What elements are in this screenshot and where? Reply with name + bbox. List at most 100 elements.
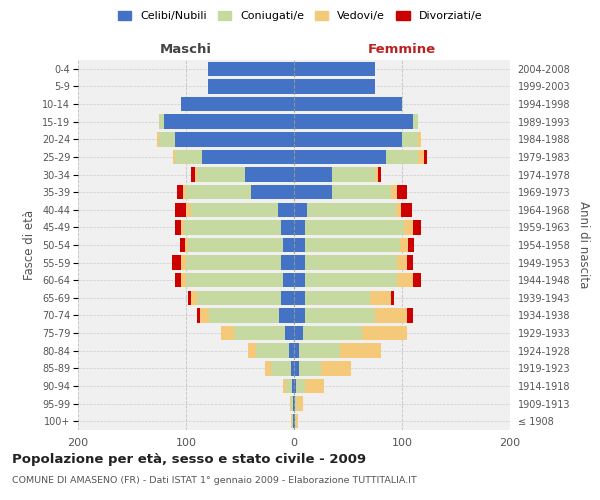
Bar xyxy=(289,344,294,358)
Bar xyxy=(256,344,294,358)
Bar xyxy=(294,114,418,129)
Bar xyxy=(251,185,294,200)
Bar xyxy=(294,62,375,76)
Bar xyxy=(294,220,305,234)
Bar xyxy=(208,79,294,94)
Bar xyxy=(293,414,294,428)
Bar xyxy=(208,62,294,76)
Bar xyxy=(294,396,297,411)
Bar xyxy=(286,378,294,393)
Bar xyxy=(292,378,294,393)
Bar xyxy=(294,256,413,270)
Bar xyxy=(294,326,302,340)
Bar xyxy=(294,185,332,200)
Y-axis label: Fasce di età: Fasce di età xyxy=(23,210,37,280)
Bar xyxy=(294,79,375,94)
Bar xyxy=(181,256,294,270)
Bar xyxy=(294,378,324,393)
Text: COMUNE DI AMASENO (FR) - Dati ISTAT 1° gennaio 2009 - Elaborazione TUTTITALIA.IT: COMUNE DI AMASENO (FR) - Dati ISTAT 1° g… xyxy=(12,476,417,485)
Bar xyxy=(294,344,299,358)
Bar xyxy=(294,202,307,217)
Bar xyxy=(173,150,294,164)
Bar xyxy=(294,150,418,164)
Bar xyxy=(159,132,294,146)
Bar xyxy=(294,378,324,393)
Bar xyxy=(291,361,294,376)
Bar xyxy=(281,256,294,270)
Bar xyxy=(181,220,294,234)
Bar xyxy=(294,344,382,358)
Bar xyxy=(188,238,294,252)
Bar xyxy=(202,150,294,164)
Bar xyxy=(294,396,295,411)
Bar xyxy=(283,238,294,252)
Bar xyxy=(294,114,413,129)
Bar xyxy=(294,220,404,234)
Bar xyxy=(283,273,294,287)
Bar xyxy=(294,256,397,270)
Bar xyxy=(191,290,294,305)
Bar xyxy=(294,79,375,94)
Bar xyxy=(181,97,294,112)
Bar xyxy=(245,168,294,181)
Bar xyxy=(294,290,394,305)
Bar xyxy=(294,361,351,376)
Bar xyxy=(291,414,294,428)
Bar xyxy=(186,256,294,270)
Bar xyxy=(197,168,294,181)
Bar xyxy=(208,79,294,94)
Bar xyxy=(294,168,375,181)
Bar xyxy=(248,344,294,358)
Bar xyxy=(291,396,294,411)
Bar xyxy=(186,202,294,217)
Bar xyxy=(286,326,294,340)
Bar xyxy=(294,220,413,234)
Bar xyxy=(294,273,305,287)
Bar xyxy=(294,132,418,146)
Bar xyxy=(293,396,294,411)
Bar xyxy=(294,97,402,112)
Bar xyxy=(294,273,397,287)
Bar xyxy=(294,273,421,287)
Bar xyxy=(233,326,294,340)
Bar xyxy=(290,396,294,411)
Bar xyxy=(294,202,395,217)
Bar xyxy=(283,378,294,393)
Bar xyxy=(157,132,294,146)
Bar xyxy=(185,238,294,252)
Bar xyxy=(294,220,421,234)
Bar xyxy=(159,114,294,129)
Y-axis label: Anni di nascita: Anni di nascita xyxy=(577,202,590,288)
Bar xyxy=(294,132,402,146)
Bar xyxy=(283,378,294,393)
Bar xyxy=(294,185,391,200)
Bar xyxy=(294,361,351,376)
Bar xyxy=(265,361,294,376)
Bar xyxy=(208,62,294,76)
Bar xyxy=(173,150,294,164)
Bar xyxy=(294,326,407,340)
Bar xyxy=(294,326,407,340)
Bar xyxy=(197,308,294,322)
Bar xyxy=(157,132,294,146)
Bar xyxy=(294,79,375,94)
Bar xyxy=(294,150,424,164)
Bar xyxy=(294,185,407,200)
Bar xyxy=(271,361,294,376)
Bar xyxy=(175,202,294,217)
Bar xyxy=(294,202,412,217)
Bar xyxy=(209,308,294,322)
Bar xyxy=(294,168,378,181)
Text: Popolazione per età, sesso e stato civile - 2009: Popolazione per età, sesso e stato civil… xyxy=(12,452,366,466)
Bar xyxy=(294,290,370,305)
Bar xyxy=(186,273,294,287)
Bar xyxy=(281,290,294,305)
Bar xyxy=(294,256,305,270)
Bar xyxy=(294,256,407,270)
Bar xyxy=(294,308,305,322)
Bar xyxy=(200,308,294,322)
Bar xyxy=(294,238,409,252)
Bar xyxy=(294,361,299,376)
Bar xyxy=(294,114,418,129)
Bar xyxy=(294,238,305,252)
